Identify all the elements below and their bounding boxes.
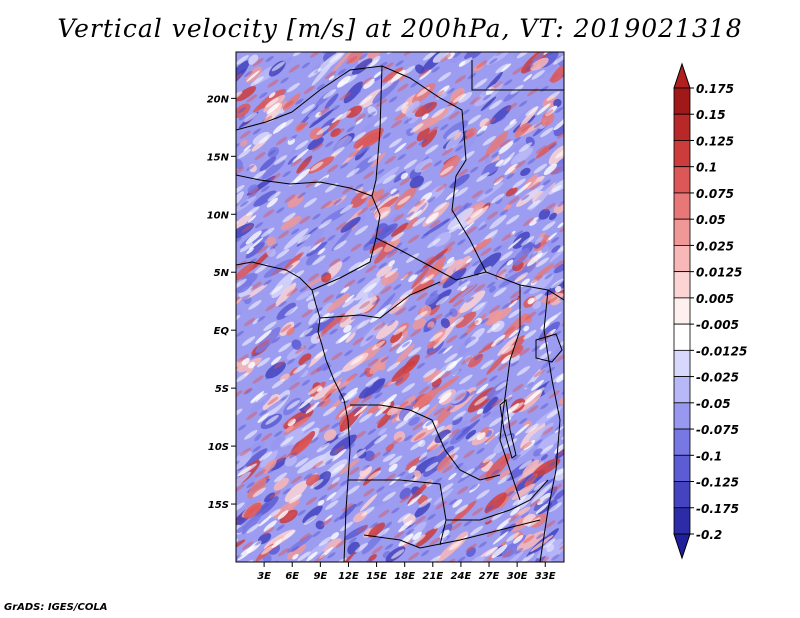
colorbar-bottom-arrow xyxy=(673,533,691,560)
country-borders xyxy=(236,60,564,562)
lat-tick-label: 10N xyxy=(207,210,230,221)
colorbar-swatch xyxy=(673,376,691,404)
colorbar-swatch xyxy=(673,87,691,115)
colorbar-label: -0.1 xyxy=(696,449,722,463)
colorbar-swatch xyxy=(673,349,691,377)
colorbar-label: 0.075 xyxy=(696,187,734,201)
lat-tick-label: 15N xyxy=(207,152,230,163)
latitude-axis: 20N 15N 10N 5N EQ 5S 10S 15S xyxy=(207,94,236,511)
lon-tick-label: 12E xyxy=(338,571,359,582)
border-libya-egypt xyxy=(471,60,564,91)
longitude-axis: 3E 6E 9E 12E 15E 18E 21E 24E 27E 30E 33E xyxy=(257,562,556,582)
grads-credit: GrADS: IGES/COLA xyxy=(4,602,108,613)
lat-tick-label: EQ xyxy=(214,326,230,337)
colorbar-label: -0.005 xyxy=(696,318,739,332)
map-frame xyxy=(235,51,565,563)
border-north xyxy=(291,65,467,177)
colorbar-swatch xyxy=(673,507,691,535)
colorbar-swatch xyxy=(673,271,691,299)
lon-tick-label: 3E xyxy=(257,571,271,582)
map-title: Vertical velocity [m/s] at 200hPa, VT: 2… xyxy=(57,14,743,43)
colorbar-swatch xyxy=(673,297,691,325)
lon-tick-label: 21E xyxy=(422,571,443,582)
colorbar-label: 0.05 xyxy=(696,213,726,227)
border-south xyxy=(363,519,541,549)
lon-tick-label: 15E xyxy=(366,571,387,582)
velocity-field xyxy=(236,52,564,562)
lon-tick-label: 30E xyxy=(507,571,528,582)
colorbar-swatch xyxy=(673,454,691,482)
lat-tick-label: 15S xyxy=(208,500,229,511)
lon-tick-label: 33E xyxy=(535,571,556,582)
border-west-niger xyxy=(236,111,293,131)
colorbar-label: 0.15 xyxy=(696,108,726,122)
border-drc-south xyxy=(350,404,501,481)
lon-tick-label: 27E xyxy=(479,571,500,582)
lon-tick-label: 24E xyxy=(451,571,472,582)
colorbar-top-arrow xyxy=(673,62,691,89)
lake-tanganyika xyxy=(499,399,517,459)
border-car xyxy=(375,237,487,281)
lon-tick-label: 18E xyxy=(394,571,415,582)
colorbar-label: 0.175 xyxy=(696,82,734,96)
colorbar-label: -0.125 xyxy=(696,476,739,490)
colorbar-swatch xyxy=(673,428,691,456)
colorbar-swatch xyxy=(673,402,691,430)
lat-tick-label: 5S xyxy=(215,384,229,395)
colorbar-swatch xyxy=(673,218,691,246)
colorbar-swatch xyxy=(673,192,691,220)
lon-tick-label: 6E xyxy=(285,571,299,582)
colorbar-label: -0.175 xyxy=(696,502,739,516)
colorbar-swatch xyxy=(673,166,691,194)
colorbar: 0.175 0.15 0.125 0.1 0.075 0.05 0.025 0.0125 0.0… xyxy=(673,62,747,560)
border-drc-east xyxy=(499,285,521,501)
colorbar-label: 0.005 xyxy=(696,292,734,306)
colorbar-label: -0.2 xyxy=(696,528,722,542)
coastline-west xyxy=(236,261,351,562)
colorbar-label: -0.075 xyxy=(696,423,739,437)
colorbar-label: 0.025 xyxy=(696,239,734,253)
lat-tick-label: 10S xyxy=(208,442,229,453)
lat-tick-label: 5N xyxy=(214,268,230,279)
streak-texture xyxy=(236,52,564,562)
border-east xyxy=(539,289,561,562)
colorbar-label: -0.05 xyxy=(696,397,731,411)
lat-tick-label: 20N xyxy=(207,94,230,105)
border-zambia xyxy=(446,479,549,521)
colorbar-swatch xyxy=(673,245,691,273)
colorbar-label: -0.0125 xyxy=(696,344,747,358)
colorbar-swatch xyxy=(673,113,691,141)
colorbar-swatch xyxy=(673,140,691,168)
border-angola xyxy=(348,479,447,546)
lon-tick-label: 9E xyxy=(313,571,327,582)
border-chad-sudan xyxy=(371,65,383,197)
colorbar-label: 0.125 xyxy=(696,134,734,148)
colorbar-label: -0.025 xyxy=(696,371,739,385)
border-sahel xyxy=(236,174,381,239)
colorbar-label: 0.0125 xyxy=(696,266,742,280)
colorbar-swatch xyxy=(673,481,691,509)
colorbar-label: 0.1 xyxy=(696,161,717,175)
border-cameroon xyxy=(311,237,377,291)
colorbar-swatch xyxy=(673,323,691,351)
lake-victoria xyxy=(535,333,563,363)
border-congo xyxy=(319,281,441,319)
